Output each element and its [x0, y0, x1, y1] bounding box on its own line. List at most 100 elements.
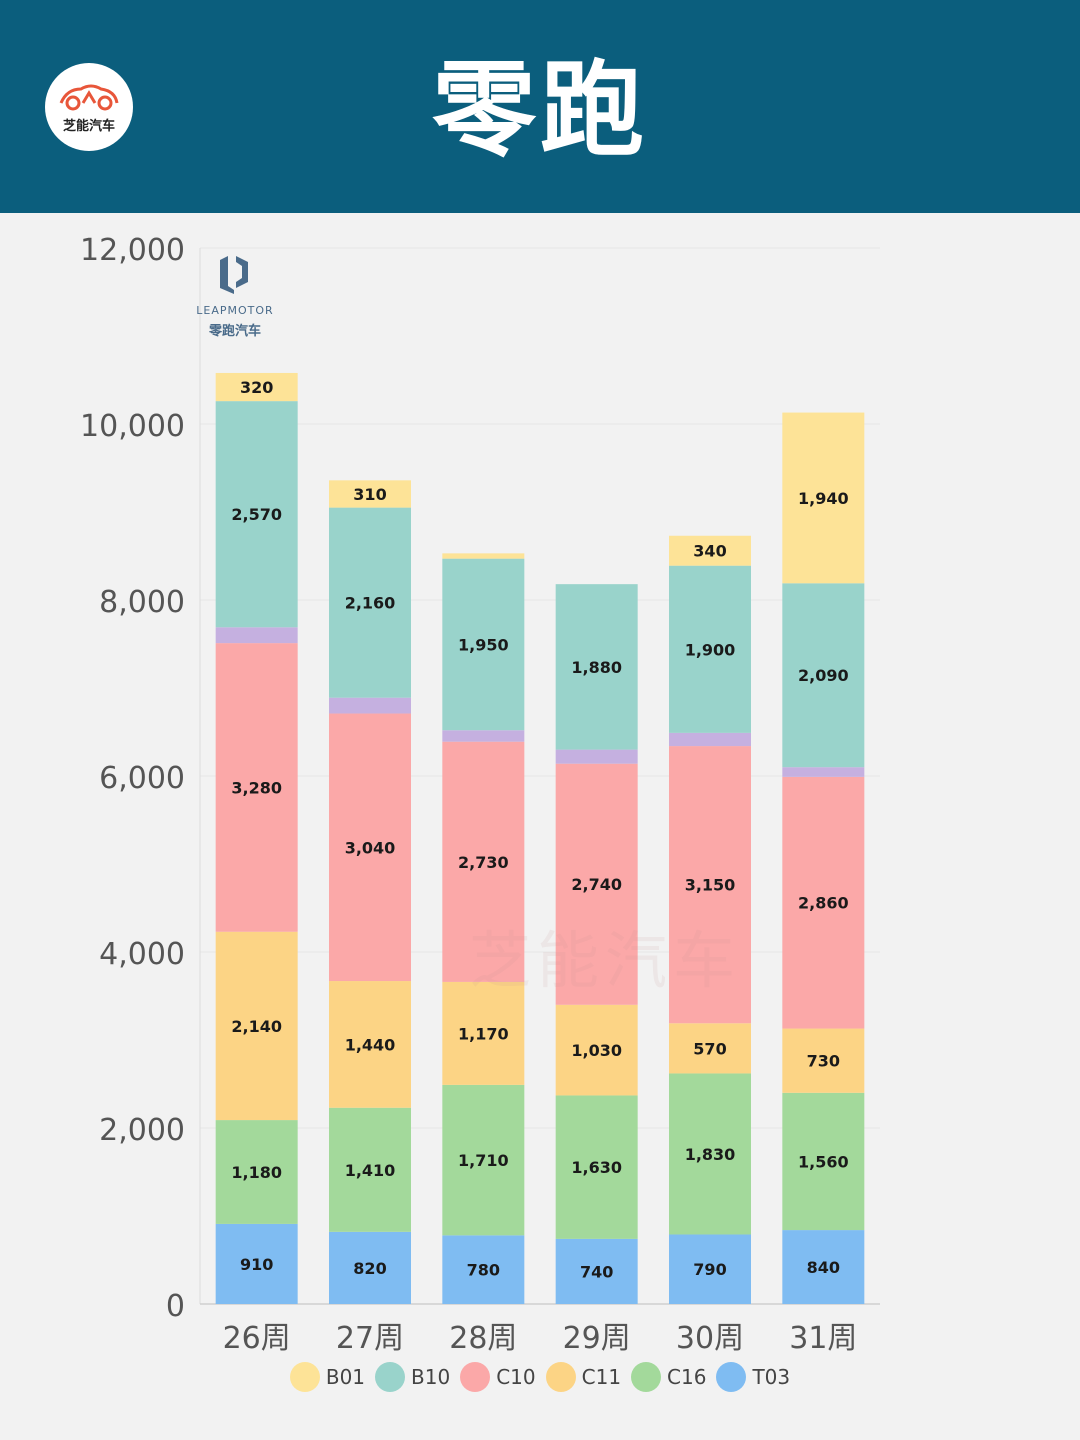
bar-segment-b01 [329, 480, 411, 508]
data-label: 1,560 [798, 1152, 849, 1171]
data-label: 1,030 [571, 1041, 622, 1060]
data-label: 1,940 [798, 489, 849, 508]
bar-segment-b01 [215, 372, 298, 402]
data-label: 730 [807, 1052, 840, 1071]
data-label: 780 [467, 1261, 500, 1280]
data-label: 740 [580, 1262, 613, 1281]
legend-item: C10 [460, 1362, 536, 1392]
stacked-bar-chart: 0 2,000 4,000 6,000 8,000 10,000 12,000 910 1,18… [80, 233, 880, 1353]
legend-swatch [631, 1362, 662, 1392]
legend-label: T03 [752, 1365, 791, 1389]
bar-segment-t03 [215, 1223, 298, 1304]
data-label: 570 [693, 1039, 726, 1058]
brand-name-en: LEAPMOTOR [196, 304, 274, 317]
data-label: 2,570 [231, 505, 282, 524]
data-label: 1,630 [571, 1158, 622, 1177]
x-tick-label: 30周 [676, 1321, 744, 1353]
bar-segment-c11 [782, 1028, 865, 1093]
legend-label: C11 [581, 1365, 622, 1389]
bar-segment-b01 [442, 553, 525, 559]
bar-segment-b10 [442, 558, 525, 731]
bar-segment-c10 [669, 746, 751, 1024]
bar-segment-other [215, 627, 298, 644]
bar-segment-other [669, 732, 751, 747]
bar-segment-other [442, 730, 525, 742]
legend-label: B01 [325, 1365, 366, 1389]
data-label: 1,170 [458, 1024, 509, 1043]
brand-name-cn: 零跑汽车 [208, 324, 261, 339]
y-tick-label: 10,000 [80, 409, 185, 444]
y-tick-label: 8,000 [99, 585, 185, 620]
legend-item: B10 [375, 1362, 450, 1392]
bar-segment-c16 [782, 1092, 865, 1231]
legend-swatch [375, 1362, 406, 1392]
header-bar: 芝能汽车 零跑 [0, 0, 1080, 213]
bar-segment-other [329, 697, 411, 714]
data-label: 1,180 [231, 1163, 282, 1182]
leapmotor-logo-icon [220, 256, 248, 294]
bar-segment-b10 [329, 507, 411, 698]
data-label: 2,860 [798, 894, 849, 913]
data-label: 310 [353, 485, 386, 504]
data-label: 820 [353, 1259, 386, 1278]
data-label: 790 [693, 1260, 726, 1279]
bar-segment-t03 [442, 1235, 525, 1304]
x-tick-label: 28周 [449, 1321, 517, 1353]
bar-segment-t03 [669, 1234, 751, 1304]
bar-segment-c11 [215, 931, 298, 1121]
legend-item: B01 [289, 1362, 366, 1392]
bar-segment-t03 [782, 1230, 865, 1304]
data-label: 2,140 [231, 1017, 282, 1036]
bar-segment-c10 [442, 741, 525, 982]
data-label: 1,440 [345, 1035, 396, 1054]
legend-label: C16 [667, 1365, 707, 1389]
data-label: 1,880 [571, 658, 622, 677]
x-tick-label: 27周 [336, 1321, 404, 1353]
data-label: 1,410 [345, 1161, 396, 1180]
data-label: 320 [240, 378, 273, 397]
bar-segment-other [782, 767, 865, 777]
bar-segment-c11 [442, 981, 525, 1085]
bar-segment-c16 [215, 1120, 298, 1224]
bar-segment-b10 [669, 565, 751, 733]
legend-swatch [289, 1362, 320, 1392]
data-label: 3,150 [685, 876, 736, 895]
data-label: 1,830 [685, 1145, 736, 1164]
data-label: 1,950 [458, 635, 509, 654]
y-tick-label: 2,000 [99, 1113, 185, 1148]
badge-text: 芝能汽车 [62, 119, 115, 134]
legend-label: C10 [496, 1365, 536, 1389]
data-label: 340 [693, 542, 726, 561]
y-tick-label: 0 [166, 1289, 185, 1324]
x-tick-label: 29周 [563, 1321, 631, 1353]
data-label: 1,900 [685, 640, 736, 659]
y-tick-label: 6,000 [99, 761, 185, 796]
bar-segment-t03 [555, 1238, 638, 1304]
bar-segment-c10 [215, 643, 298, 932]
legend-item: T03 [716, 1362, 790, 1392]
chart-legend: B01 B10 C10 C11 C16 T03 [0, 1362, 1080, 1392]
bar-segment-c10 [555, 763, 638, 1005]
y-tick-label: 4,000 [99, 937, 185, 972]
data-label: 2,160 [345, 594, 396, 613]
data-label: 2,740 [571, 875, 622, 894]
x-tick-label: 26周 [223, 1321, 291, 1353]
y-tick-label: 12,000 [80, 233, 185, 268]
data-label: 1,710 [458, 1151, 509, 1170]
brand-badge: 芝能汽车 [45, 63, 133, 151]
data-label: 840 [807, 1258, 840, 1277]
bar-segment-c11 [555, 1004, 638, 1096]
legend-swatch [716, 1362, 747, 1392]
watermark-text: 芝能汽车 [468, 924, 741, 997]
bar-segment-c16 [329, 1107, 411, 1232]
bar-segment-other [555, 749, 638, 764]
bar-segment-t03 [329, 1231, 411, 1304]
bar-segment-c11 [329, 981, 411, 1108]
page-title: 零跑 [431, 49, 648, 171]
data-label: 2,730 [458, 853, 509, 872]
bar-segment-c16 [555, 1095, 638, 1239]
bar-segment-b10 [555, 584, 638, 750]
leapmotor-logo: LEAPMOTOR 零跑汽车 [170, 248, 300, 348]
legend-label: B10 [411, 1365, 451, 1389]
data-label: 910 [240, 1255, 273, 1274]
